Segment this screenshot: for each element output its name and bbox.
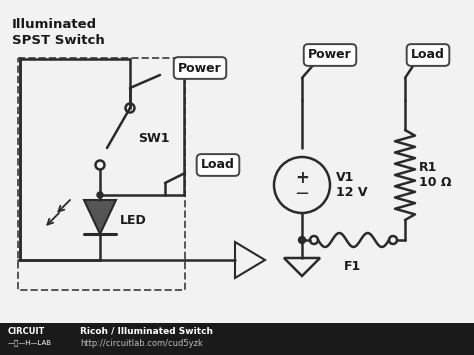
Circle shape — [97, 192, 103, 198]
Bar — [0, 323, 474, 355]
Text: LED: LED — [120, 213, 147, 226]
Polygon shape — [84, 200, 116, 234]
Text: Ricoh / Illuminated Switch: Ricoh / Illuminated Switch — [80, 327, 213, 335]
Text: CIRCUIT: CIRCUIT — [8, 327, 46, 335]
Text: http://circuitlab.com/cud5yzk: http://circuitlab.com/cud5yzk — [80, 339, 203, 348]
Text: +: + — [295, 169, 309, 187]
Text: −: − — [294, 185, 310, 203]
Text: Power: Power — [178, 61, 222, 75]
Text: Load: Load — [201, 158, 235, 171]
Text: F1: F1 — [345, 260, 362, 273]
Text: —⧵—H—LAB: —⧵—H—LAB — [8, 340, 52, 346]
Text: Power: Power — [308, 49, 352, 61]
Text: Load: Load — [411, 49, 445, 61]
Circle shape — [299, 236, 306, 244]
Text: SW1: SW1 — [138, 131, 170, 144]
Text: V1
12 V: V1 12 V — [336, 171, 367, 199]
Text: Illuminated
SPST Switch: Illuminated SPST Switch — [12, 18, 105, 47]
Text: R1
10 Ω: R1 10 Ω — [419, 161, 452, 189]
